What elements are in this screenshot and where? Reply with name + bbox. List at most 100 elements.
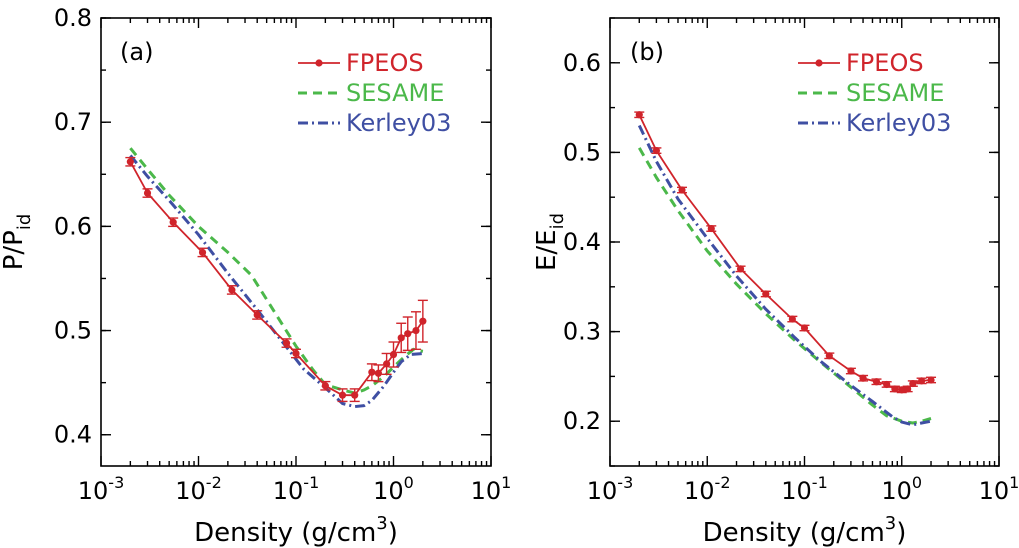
panel-a-series-fpeos-point [338,391,347,399]
panel-b-series-fpeos-point [825,352,833,360]
panel-b-panel-label: (b) [630,38,664,66]
panel-b-series-fpeos-point [635,111,643,119]
panel-a-panel-label: (a) [120,38,153,66]
panel-b-series-fpeos-point [891,385,899,393]
panel-a-series-fpeos-point [389,350,398,359]
panel-a-x-tick-label: 10-1 [273,473,320,505]
panel-a-legend-label-sesame: SESAME [346,79,444,107]
panel-a-series-fpeos-point [368,368,376,376]
panel-a-series-fpeos-point [397,334,405,342]
panel-b-legend-label-fpeos: FPEOS [846,49,924,77]
panel-a-x-axis-label-text: Density (g/cm [194,518,376,548]
panel-b-series-fpeos-point [678,186,686,194]
panel-b-y-tick-label: 0.3 [563,318,601,346]
panel-a-x-axis-label: Density (g/cm3) [194,513,398,548]
panel-b-x-tick-label: 100 [881,473,922,505]
panel-a-x-tick-exp: -1 [303,473,319,492]
panel-b-series-fpeos-point [788,315,796,323]
panel-a-series-sesame-line [129,147,424,395]
panel-a-legend-label-kerley03: Kerley03 [346,109,451,137]
panel-b-x-axis-label-sup: 3 [885,513,896,534]
panel-a-x-tick-base: 10 [78,477,109,505]
panel-a: 10-3 10-2 10-1 100 1010.40.50.60.70.8Density… [0,4,511,548]
panel-a-x-tick-base: 10 [175,477,206,505]
panel-b-y-tick-label: 0.6 [563,49,601,77]
panel-a-series-kerley03-line [129,154,424,409]
panel-a-series-fpeos-point [321,382,329,390]
panel-a-y-tick-label: 0.8 [54,4,92,32]
panel-b-series-fpeos-point [847,367,855,375]
panel-a-series-kerley03 [129,154,424,409]
panel-b-x-tick-base: 10 [781,477,812,505]
panel-a-series-fpeos-point [228,286,236,294]
panel-a-series-fpeos-point [126,158,134,166]
panel-b-legend-label-sesame: SESAME [846,79,944,107]
panel-a-y-axis-label-main: P/P [0,230,29,270]
panel-b-series-kerley03-line [637,124,932,427]
panel-b-y-tick-label: 0.5 [563,138,601,166]
panel-a-y-tick-label: 0.7 [54,108,92,136]
panel-b-x-tick-label: 101 [979,473,1019,505]
panel-b-x-tick-exp: -2 [715,473,731,492]
panel-b-x-tick-label: 10-2 [684,473,731,505]
panel-a-x-tick-exp: -3 [108,473,124,492]
panel-a-x-tick-base: 10 [373,477,404,505]
panel-b-y-tick-label: 0.4 [563,228,601,256]
panel-b-x-tick-base: 10 [881,477,912,505]
panel-b-series-fpeos-point [762,290,770,298]
panel-b-series-fpeos-point [883,380,891,389]
panel-a-legend-marker-fpeos [315,59,323,67]
panel-a-x-tick-exp: -2 [206,473,222,492]
panel-b: 10-3 10-2 10-1 100 1010.20.30.40.50.6Density… [532,17,1019,548]
panel-b-x-tick-base: 10 [979,477,1010,505]
panel-a-series-fpeos-line [129,161,424,397]
panel-a-x-tick-label: 10-3 [78,473,125,505]
panel-b-y-axis-label-main: E/E [532,229,562,271]
panel-a-x-tick-exp: 0 [404,473,414,492]
panel-b-x-tick-exp: -1 [812,473,828,492]
panel-b-x-tick-exp: 0 [912,473,922,492]
panel-a-y-axis-label: P/Pid [0,214,35,271]
panel-a-series-fpeos-point [374,369,382,377]
panel-a-series-fpeos-point [169,218,177,226]
panel-b-x-tick-base: 10 [587,477,618,505]
panel-a-x-axis-label-close: ) [388,518,398,548]
panel-b-legend-marker-fpeos [815,59,823,67]
panel-b-series-fpeos-point [872,378,881,386]
panel-a-series-fpeos-point [404,330,412,338]
panel-b-y-axis-label-sub: id [547,213,568,229]
panel-b-series-fpeos-point [909,379,917,388]
panel-b-x-tick-label: 10-1 [781,473,828,505]
panel-a-series-fpeos-point [351,391,359,399]
panel-b-series-fpeos-line [638,114,932,391]
panel-b-x-tick-base: 10 [684,477,715,505]
panel-a-x-tick-label: 10-2 [175,473,222,505]
panel-b-series-fpeos-point [927,376,935,384]
panel-b-series-fpeos-point [904,385,912,393]
panel-b-series-fpeos-point [800,324,809,332]
panel-b-series-fpeos-point [859,374,867,382]
panel-a-series-fpeos [125,156,428,403]
panel-b-series-fpeos-point [707,224,715,233]
panel-a-series-fpeos-point [292,349,300,358]
panel-a-series-sesame [129,147,424,395]
panel-b-y-tick-label: 0.2 [563,407,601,435]
panel-b-y-axis-label: E/Eid [532,213,568,271]
panel-b-series-fpeos-point [652,147,661,155]
panel-a-y-axis-label-sub: id [14,214,35,230]
panel-a-x-tick-label: 101 [471,473,512,505]
panel-a-y-tick-label: 0.5 [54,317,92,345]
panel-a-series-fpeos-point [253,311,261,319]
panel-b-x-axis-label-close: ) [896,518,906,548]
panel-a-x-tick-base: 10 [471,477,502,505]
panel-a-series-fpeos-point [412,326,420,335]
panel-a-series-fpeos-point [198,248,207,257]
panel-a-series-fpeos-point [383,360,391,368]
panel-b-series-kerley03 [637,124,932,427]
panel-a-legend-label-fpeos: FPEOS [346,49,424,77]
panel-a-series-fpeos-point [143,189,152,197]
panel-b-x-axis-label-text: Density (g/cm [703,518,885,548]
